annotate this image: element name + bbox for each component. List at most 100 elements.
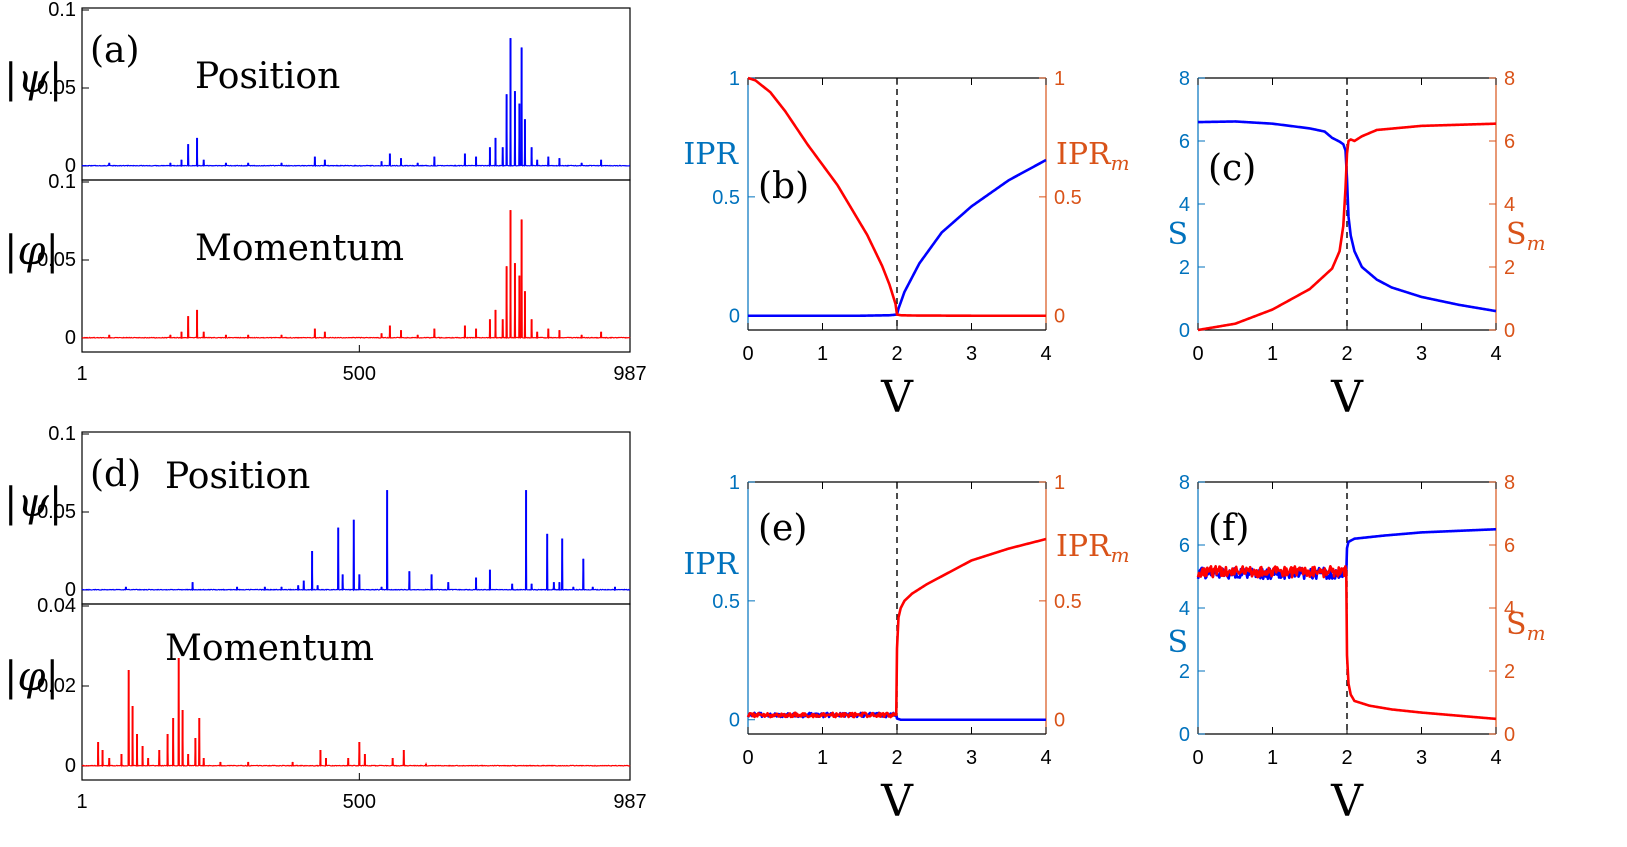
right-ytick-label: 0 bbox=[1504, 320, 1515, 342]
right-ytick-label: 4 bbox=[1504, 598, 1515, 620]
xlabel: V bbox=[880, 372, 914, 423]
left-ytick-label: 2 bbox=[1179, 661, 1190, 683]
right-ytick-label: 0.5 bbox=[1054, 187, 1082, 209]
xtick-label: 3 bbox=[1416, 343, 1427, 365]
xtick-label: 0 bbox=[1192, 343, 1203, 365]
left-axis-label: S bbox=[1167, 625, 1188, 660]
left-ytick-label: 0 bbox=[729, 306, 740, 328]
xtick-label: 987 bbox=[613, 791, 646, 813]
xtick-label: 500 bbox=[343, 791, 376, 813]
spectrum-box-bottom bbox=[81, 179, 631, 353]
left-ytick-label: 8 bbox=[1179, 68, 1190, 90]
xtick-label: 987 bbox=[613, 363, 646, 385]
xlabel: V bbox=[1330, 372, 1364, 423]
xtick-label: 1 bbox=[1267, 747, 1278, 769]
ytick-label: 0.1 bbox=[48, 171, 76, 193]
panel-label: (b) bbox=[758, 166, 809, 207]
right-ytick-label: 2 bbox=[1504, 257, 1515, 279]
spectrum-trace-top bbox=[81, 38, 631, 168]
ytick-label: 0.05 bbox=[37, 501, 76, 523]
xtick-label: 1 bbox=[1267, 343, 1278, 365]
xtick-label: 3 bbox=[966, 747, 977, 769]
panel-a: 0 0.05 0.1 |ψ| Position 0 0.05 0.1 |φ| Momentum (a… bbox=[4, 0, 647, 385]
right-ytick-label: 6 bbox=[1504, 131, 1515, 153]
right-ytick-label: 8 bbox=[1504, 68, 1515, 90]
ytick-label: 0.04 bbox=[37, 595, 76, 617]
left-ytick-label: 0 bbox=[729, 710, 740, 732]
xtick-label: 2 bbox=[891, 343, 902, 365]
left-ytick-label: 2 bbox=[1179, 257, 1190, 279]
panel-label: (e) bbox=[758, 508, 807, 549]
right-axis-label: Sm bbox=[1506, 217, 1546, 255]
ylabel-top: |ψ| bbox=[4, 480, 62, 526]
spectrum-trace-bottom bbox=[81, 210, 631, 340]
xtick-label: 2 bbox=[1341, 343, 1352, 365]
left-ytick-label: 8 bbox=[1179, 472, 1190, 494]
spectrum-trace-bottom bbox=[81, 657, 631, 768]
left-ytick-label: 0 bbox=[1179, 320, 1190, 342]
xtick-label: 0 bbox=[742, 343, 753, 365]
ytick-label: 0 bbox=[65, 327, 76, 349]
left-ytick-label: 0.5 bbox=[712, 187, 740, 209]
ytick-label: 0.1 bbox=[48, 0, 76, 21]
right-ytick-label: 0 bbox=[1054, 306, 1065, 328]
xtick-label: 4 bbox=[1040, 747, 1051, 769]
spectrum-box-bottom bbox=[81, 603, 631, 781]
xtick-label: 1 bbox=[817, 747, 828, 769]
ytick-label: 0 bbox=[65, 579, 76, 601]
right-ytick-label: 0 bbox=[1504, 724, 1515, 746]
left-axis-label: S bbox=[1167, 217, 1188, 252]
right-ytick-label: 0.5 bbox=[1054, 591, 1082, 613]
right-ytick-label: 1 bbox=[1054, 68, 1065, 90]
xtick-label: 1 bbox=[817, 343, 828, 365]
left-ytick-label: 0.5 bbox=[712, 591, 740, 613]
right-ytick-label: 6 bbox=[1504, 535, 1515, 557]
ytick-label: 0.05 bbox=[37, 249, 76, 271]
title-bottom: Momentum bbox=[165, 628, 374, 669]
right-ytick-label: 4 bbox=[1504, 194, 1515, 216]
xtick-label: 2 bbox=[891, 747, 902, 769]
right-axis-label: IPRm bbox=[1056, 137, 1130, 175]
xtick-label: 1 bbox=[76, 791, 87, 813]
xtick-label: 4 bbox=[1490, 343, 1501, 365]
ytick-label: 0.05 bbox=[37, 77, 76, 99]
xtick-label: 4 bbox=[1040, 343, 1051, 365]
panel-label: (f) bbox=[1208, 508, 1249, 549]
xtick-label: 4 bbox=[1490, 747, 1501, 769]
series-s bbox=[1196, 527, 1497, 581]
right-axis-label: Sm bbox=[1506, 607, 1546, 645]
left-ytick-label: 1 bbox=[729, 68, 740, 90]
title-top: Position bbox=[165, 456, 310, 497]
left-ytick-label: 6 bbox=[1179, 535, 1190, 557]
right-ytick-label: 8 bbox=[1504, 472, 1515, 494]
ylabel-top: |ψ| bbox=[4, 56, 62, 102]
series-s-m bbox=[1197, 122, 1497, 332]
right-ytick-label: 1 bbox=[1054, 472, 1065, 494]
xtick-label: 2 bbox=[1341, 747, 1352, 769]
spectrum-box-top bbox=[81, 7, 631, 181]
panel-label: (c) bbox=[1208, 148, 1256, 189]
ytick-label: 0.02 bbox=[37, 675, 76, 697]
xlabel: V bbox=[880, 776, 914, 827]
left-axis-label: IPR bbox=[683, 547, 739, 582]
xtick-label: 1 bbox=[76, 363, 87, 385]
left-ytick-label: 1 bbox=[729, 472, 740, 494]
xtick-label: 0 bbox=[742, 747, 753, 769]
ylabel-bottom: |φ| bbox=[4, 228, 59, 274]
ytick-label: 0.1 bbox=[48, 423, 76, 445]
xtick-label: 500 bbox=[343, 363, 376, 385]
left-ytick-label: 4 bbox=[1179, 194, 1190, 216]
left-ytick-label: 6 bbox=[1179, 131, 1190, 153]
panel-label: (a) bbox=[90, 30, 140, 71]
right-ytick-label: 2 bbox=[1504, 661, 1515, 683]
left-axis-label: IPR bbox=[683, 137, 739, 172]
panel-label: (d) bbox=[90, 454, 141, 495]
left-ytick-label: 0 bbox=[1179, 724, 1190, 746]
spectrum-trace-top bbox=[81, 490, 631, 592]
series-ipr-m bbox=[747, 76, 1047, 318]
